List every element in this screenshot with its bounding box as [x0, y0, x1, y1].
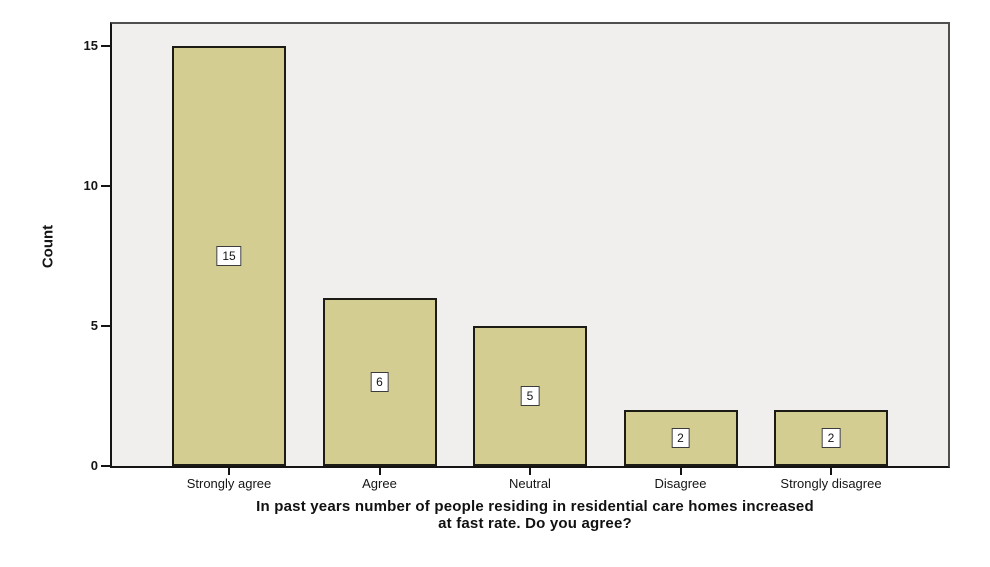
x-axis-tick — [529, 468, 531, 475]
y-axis-tick-label: 0 — [90, 458, 98, 473]
x-axis-tick-label: Strongly disagree — [780, 476, 882, 491]
x-axis-tick — [378, 468, 381, 475]
x-axis-tick — [679, 468, 682, 475]
y-axis-tick — [101, 325, 110, 327]
y-axis-tick — [101, 45, 110, 47]
x-axis-tick — [830, 468, 832, 475]
y-axis-tick — [101, 185, 110, 187]
y-axis-tick-label: 5 — [90, 318, 98, 333]
plot-area — [110, 22, 950, 468]
y-axis-tick-label: 10 — [83, 178, 98, 193]
x-axis-tick — [228, 468, 230, 475]
x-axis-title-line-1: In past years number of people residing … — [256, 498, 814, 515]
y-axis-tick — [101, 465, 110, 467]
y-axis-tick-label: 15 — [83, 38, 98, 53]
x-axis-tick-label: Strongly agree — [186, 476, 272, 491]
x-axis-tick-label: Disagree — [654, 476, 707, 491]
x-axis-tick-label: Neutral — [509, 476, 551, 491]
x-axis-tick-label: Agree — [362, 476, 397, 491]
x-axis-title: In past years number of people residing … — [112, 498, 958, 532]
y-axis-title: Count — [39, 224, 57, 269]
x-axis-title-line-2: at fast rate. Do you agree? — [438, 515, 632, 532]
